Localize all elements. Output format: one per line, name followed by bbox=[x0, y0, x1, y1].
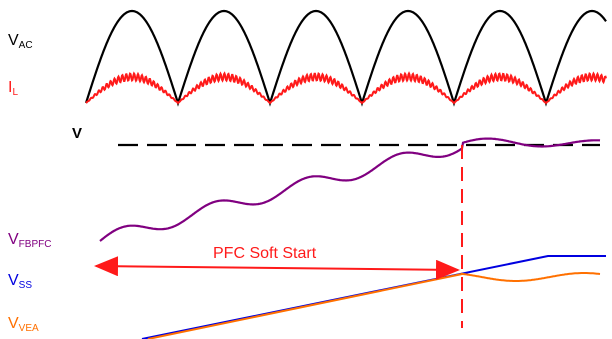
soft-start-label: PFC Soft Start bbox=[213, 245, 317, 262]
vac-waveform bbox=[84, 9, 607, 107]
vvea-label: VVEA bbox=[8, 315, 39, 334]
il-label: IL bbox=[8, 79, 18, 98]
il-waveform bbox=[85, 71, 607, 105]
reference-voltage-label: V bbox=[72, 125, 82, 142]
vfbpfc-curve bbox=[99, 137, 601, 242]
vac-label: VAC bbox=[8, 32, 33, 51]
vss-label: VSS bbox=[8, 272, 32, 291]
vfbpfc-label: VFBPFC bbox=[8, 231, 51, 250]
soft-start-arrow bbox=[94, 256, 460, 280]
vvea-curve bbox=[147, 272, 601, 339]
